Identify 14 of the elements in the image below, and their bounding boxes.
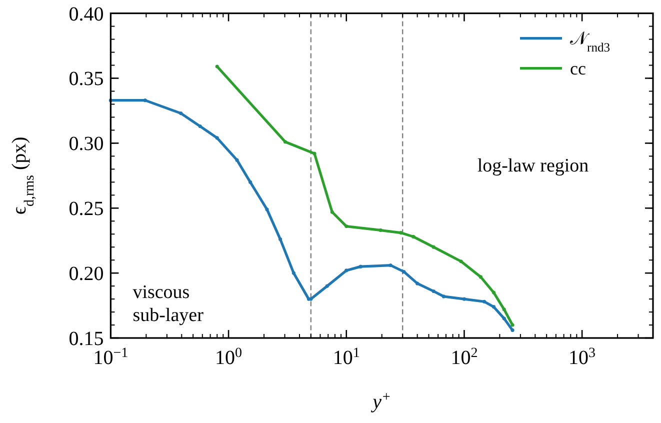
legend-label: cc	[570, 58, 586, 78]
x-tick-label: 10$^{2}$	[450, 346, 478, 369]
annotation: viscous sub-layer	[132, 282, 204, 326]
x-tick-label: 10$^{1}$	[332, 346, 360, 369]
y-tick-label: 0.40	[68, 3, 104, 26]
legend-label: 𝒩$_{rnd3}$	[570, 28, 610, 54]
y-tick-label: 0.30	[68, 133, 104, 156]
annotation: log-law region	[477, 155, 590, 176]
y-tick-label: 0.35	[68, 68, 104, 90]
x-axis-title: y$^{+}$	[370, 390, 392, 413]
x-tick-label: 10$^{0}$	[215, 346, 242, 369]
x-tick-label: 10$^{3}$	[568, 346, 596, 369]
y-tick-label: 0.20	[68, 263, 104, 286]
y-tick-label: 0.25	[68, 198, 104, 220]
